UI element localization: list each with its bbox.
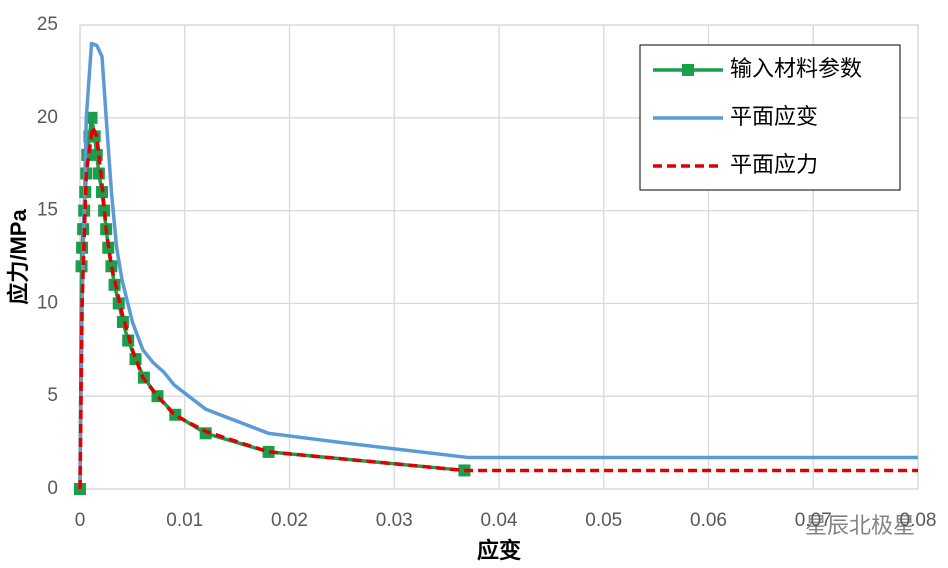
x-tick-label: 0.02 <box>271 510 308 531</box>
y-tick-label: 10 <box>37 292 58 313</box>
legend-label: 输入材料参数 <box>730 56 862 81</box>
y-tick-label: 25 <box>37 14 58 35</box>
x-tick-label: 0.01 <box>166 510 203 531</box>
y-tick-label: 20 <box>37 107 58 128</box>
plot-border <box>79 24 919 490</box>
marker <box>85 111 98 124</box>
y-tick-label: 5 <box>47 385 58 406</box>
marker <box>262 445 275 458</box>
series-line <box>78 125 918 490</box>
y-tick-label: 15 <box>37 200 58 221</box>
marker <box>105 260 118 273</box>
y-tick-label: 0 <box>47 478 58 499</box>
x-axis-title: 应变 <box>477 538 521 563</box>
x-tick-label: 0 <box>75 510 86 531</box>
x-tick-label: 0.04 <box>481 510 518 531</box>
marker <box>98 204 111 217</box>
legend-label: 平面应变 <box>730 104 818 129</box>
x-tick-label: 0.06 <box>690 510 727 531</box>
series-line <box>78 41 918 490</box>
x-tick-label: 0.03 <box>376 510 413 531</box>
y-axis-title: 应力/MPa <box>6 209 31 305</box>
marker <box>112 297 125 310</box>
x-tick-label: 0.05 <box>585 510 622 531</box>
x-tick-label: 0.07 <box>795 510 832 531</box>
x-tick-label: 0.08 <box>900 510 937 531</box>
legend-marker <box>682 64 694 76</box>
watermark: 星辰北极星 <box>805 513 915 538</box>
legend-label: 平面应力 <box>730 152 818 177</box>
